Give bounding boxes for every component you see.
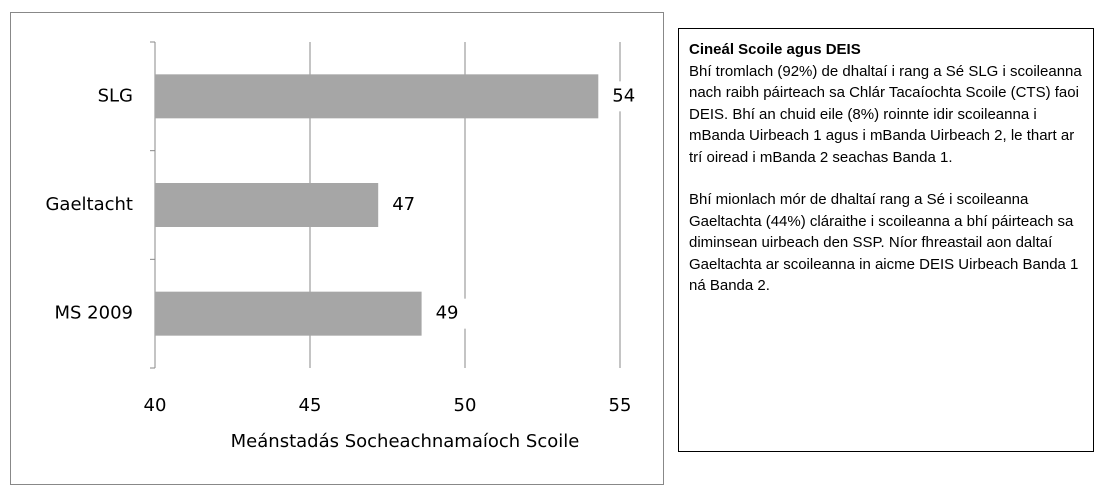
value-label: 54 xyxy=(612,85,635,106)
bar xyxy=(155,291,422,336)
x-axis-label: Meánstadás Socheachnamaíoch Scoile xyxy=(231,431,580,452)
bar xyxy=(155,183,379,227)
x-tick-label: 50 xyxy=(454,395,477,416)
title: Cineál Scoile agus DEIS xyxy=(689,41,861,58)
value-label: 49 xyxy=(436,303,459,324)
text-box: Cineál Scoile agus DEIS Bhí tromlach (92%… xyxy=(678,28,1094,452)
y-tick-label: Gaeltacht xyxy=(45,194,133,215)
x-tick-label: 40 xyxy=(144,395,167,416)
y-tick-label: MS 2009 xyxy=(55,303,134,324)
bar xyxy=(155,74,599,119)
label-bg xyxy=(388,190,425,220)
paragraph: Bhí tromlach (92%) de dhaltaí i rang a S… xyxy=(689,62,1082,166)
label-bg xyxy=(608,81,645,112)
label-bg xyxy=(431,298,468,329)
x-tick-label: 55 xyxy=(609,395,632,416)
value-label: 47 xyxy=(392,194,415,215)
paragraph: Bhí mionlach mór de dhaltaí rang a Sé i … xyxy=(689,191,1079,294)
text-box-title: Cineál Scoile agus DEIS Bhí tromlach (92%… xyxy=(689,39,1083,168)
y-tick-label: SLG xyxy=(98,85,133,106)
x-tick-label: 45 xyxy=(299,395,322,416)
